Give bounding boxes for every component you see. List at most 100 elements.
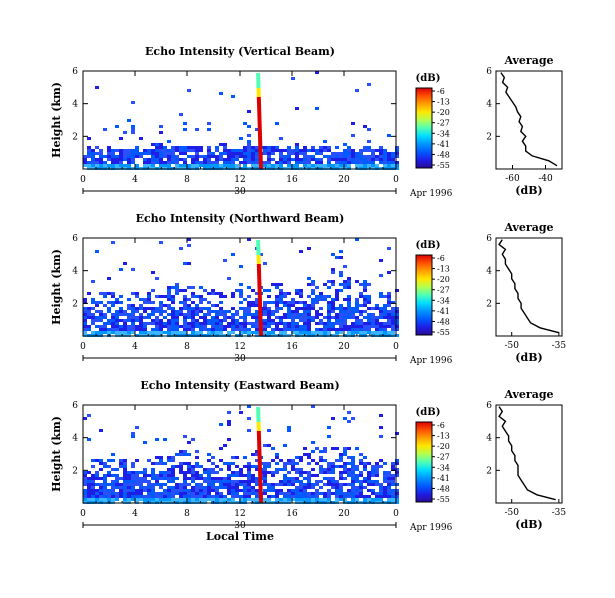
heatmap-cell (187, 310, 191, 313)
heatmap-cell (215, 471, 219, 474)
heatmap-cell (159, 474, 163, 477)
heatmap-cell (171, 149, 175, 152)
heatmap-cell (387, 322, 391, 325)
heatmap-cell (103, 292, 107, 295)
heatmap-cell (127, 313, 131, 316)
heatmap-cell (143, 486, 147, 489)
heatmap-cell (215, 486, 219, 489)
heatmap-cell (387, 161, 391, 164)
heatmap-cell (115, 486, 119, 489)
heatmap-cell (159, 319, 163, 322)
heatmap-cell (83, 158, 87, 161)
heatmap-cell (267, 325, 271, 328)
heatmap-cell (363, 149, 367, 152)
heatmap-cell (359, 304, 363, 307)
heatmap-cell (371, 492, 375, 495)
heatmap-cell (95, 471, 99, 474)
heatmap-cell (243, 495, 247, 498)
heatmap-cell (119, 301, 123, 304)
x-tick-label: 8 (184, 175, 190, 185)
heatmap-cell (263, 289, 267, 292)
heatmap-cell (247, 125, 251, 128)
heatmap-cell (211, 462, 215, 465)
heatmap-cell (295, 492, 299, 495)
heatmap-cell (351, 328, 355, 331)
heatmap-cell (155, 438, 159, 441)
heatmap-cell (151, 471, 155, 474)
heatmap-cell (179, 113, 183, 116)
heatmap-cell (355, 322, 359, 325)
heatmap-cell (207, 328, 211, 331)
heatmap-cell (243, 161, 247, 164)
heatmap-cell (267, 319, 271, 322)
heatmap-cell (131, 322, 135, 325)
heatmap-cell (271, 486, 275, 489)
heatmap-cell (243, 307, 247, 310)
heatmap-cell (258, 497, 263, 500)
heatmap-cell (183, 146, 187, 149)
heatmap-cell (279, 298, 283, 301)
heatmap-cell (91, 280, 95, 283)
heatmap-cell (207, 307, 211, 310)
heatmap-cell (131, 486, 135, 489)
heatmap-cell (139, 152, 143, 155)
heatmap-cell (111, 495, 115, 498)
heatmap-cell (183, 498, 187, 501)
heatmap-cell (131, 155, 135, 158)
heatmap-cell (99, 492, 103, 495)
heatmap-cell (255, 155, 259, 158)
heatmap-cell (307, 158, 311, 161)
heatmap-cell (351, 134, 355, 137)
heatmap-cell (367, 322, 371, 325)
heatmap-cell (263, 152, 267, 155)
heatmap-cell (215, 325, 219, 328)
heatmap-cell (223, 444, 227, 447)
heatmap-cell (367, 483, 371, 486)
heatmap-cell (291, 77, 295, 80)
heatmap-cell (247, 310, 251, 313)
heatmap-cell (255, 498, 259, 501)
heatmap-cell (191, 480, 195, 483)
heatmap-cell (223, 295, 227, 298)
heatmap-cell (327, 301, 331, 304)
heatmap-cell (331, 253, 335, 256)
heatmap-cell (243, 486, 247, 489)
heatmap-cell (187, 146, 191, 149)
heatmap-cell (291, 465, 295, 468)
heatmap-cell (247, 238, 251, 241)
heatmap-cell (243, 313, 247, 316)
heatmap-cell (263, 146, 267, 149)
heatmap-cell (319, 307, 323, 310)
heatmap-cell (203, 486, 207, 489)
heatmap-cell (367, 298, 371, 301)
heatmap-cell (347, 304, 351, 307)
heatmap-cell (375, 316, 379, 319)
heatmap-cell (155, 477, 159, 480)
heatmap-cell (355, 328, 359, 331)
heatmap-cell (143, 316, 147, 319)
heatmap-cell (275, 462, 279, 465)
heatmap-cell (279, 164, 283, 167)
heatmap-cell (175, 319, 179, 322)
profile-axes-frame (495, 404, 563, 504)
heatmap-cell (347, 161, 351, 164)
heatmap-cell (231, 489, 235, 492)
heatmap-cell (263, 492, 267, 495)
heatmap-cell (227, 420, 231, 423)
heatmap-cell (103, 480, 107, 483)
heatmap-cell (256, 85, 261, 88)
heatmap-cell (283, 304, 287, 307)
heatmap-cell (255, 128, 259, 131)
heatmap-cell (303, 313, 307, 316)
heatmap-cell (351, 474, 355, 477)
heatmap-cell (291, 483, 295, 486)
heatmap-cell (183, 322, 187, 325)
heatmap-cell (199, 498, 203, 501)
heatmap-cell (159, 328, 163, 331)
heatmap-cell (139, 477, 143, 480)
heatmap-cell (331, 325, 335, 328)
heatmap-cell (367, 462, 371, 465)
heatmap-cell (287, 310, 291, 313)
heatmap-cell (258, 476, 263, 479)
heatmap-cell (371, 316, 375, 319)
